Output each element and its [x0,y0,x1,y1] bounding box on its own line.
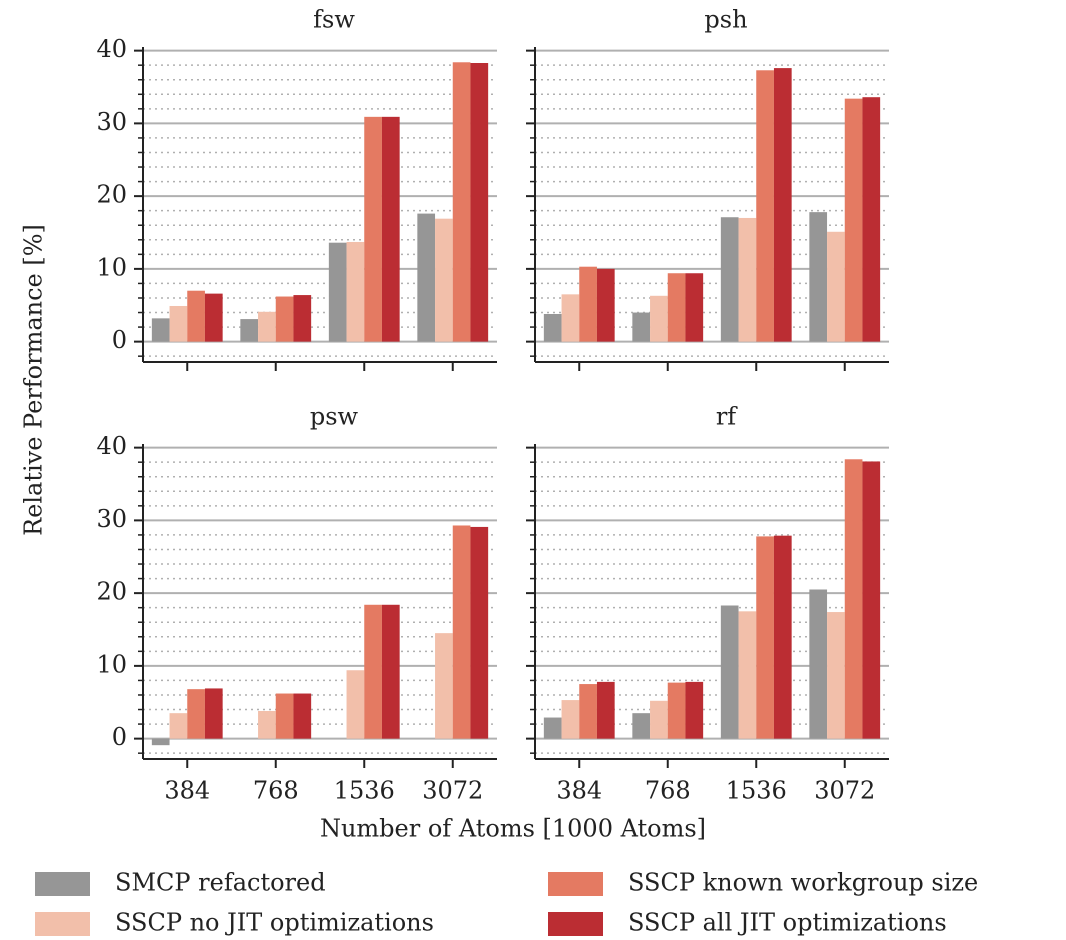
bar [773,68,792,342]
subplot-title: rf [716,403,738,431]
y-tick-label: 0 [112,723,127,751]
subplot: fsw 0 10 20 30 40 [96,6,497,371]
subplot: rf 384 768 1536 3072 [526,403,889,805]
bar [561,294,580,342]
subplot-title: psw [310,403,359,431]
bar [579,266,597,342]
bar [452,525,471,739]
bar [827,612,845,739]
bar [187,290,205,342]
bar [650,700,668,739]
bar [844,459,863,739]
bar [720,217,739,342]
y-tick-label: 0 [112,326,127,354]
bar [667,273,686,342]
legend-swatch [548,912,603,936]
y-tick-label: 40 [96,35,127,63]
bar [543,717,562,739]
bar [596,681,615,739]
bar [667,682,686,739]
bar [470,63,489,342]
bar [346,241,365,342]
subplot: psh [526,6,889,371]
legend-label: SMCP refactored [115,869,326,897]
bar [275,693,294,739]
bar [862,461,881,739]
x-tick-label: 1536 [726,777,787,805]
bar [685,273,704,342]
bar [596,268,615,342]
legend-swatch [548,872,603,896]
x-tick-label: 768 [253,777,299,805]
x-tick-label: 768 [645,777,691,805]
bar [470,526,489,739]
y-tick-label: 40 [96,432,127,460]
bar [258,710,276,739]
bar [773,535,792,739]
bar [151,738,170,746]
bar [328,242,347,342]
subplot-title: fsw [313,6,355,34]
bar [258,311,276,342]
bar [293,295,312,342]
subplot: psw 0 10 20 30 40 384 768 1536 3072 [96,403,497,805]
y-axis-label: Relative Performance [%] [20,224,48,536]
bar [364,604,382,739]
bar [579,684,597,739]
y-tick-label: 30 [96,108,127,136]
bar [151,318,170,342]
bar [417,213,436,342]
legend-swatch [35,872,90,896]
legend-label: SSCP known workgroup size [628,869,978,897]
bar [561,700,580,739]
bar [844,98,863,342]
bar [204,293,223,342]
bar [632,312,651,342]
bar [435,218,453,342]
y-tick-label: 20 [96,578,127,606]
bar [809,589,828,739]
bar [240,319,259,342]
bar [862,97,881,342]
bar [809,212,828,342]
x-tick-label: 1536 [334,777,395,805]
bar [364,116,382,342]
bar [204,688,223,739]
bar [756,70,774,342]
bar [756,536,774,739]
bar [650,295,668,342]
bar [169,305,188,342]
x-tick-label: 384 [556,777,602,805]
legend-label: SSCP all JIT optimizations [628,909,947,937]
bar [632,713,651,739]
y-tick-label: 20 [96,181,127,209]
bar [738,217,757,342]
bar [293,693,312,739]
bar [381,116,400,342]
bar [720,605,739,739]
x-tick-label: 3072 [814,777,875,805]
bar [738,611,757,739]
bar [187,689,205,739]
bar [381,604,400,739]
legend-swatch [35,912,90,936]
bar [169,713,188,739]
y-tick-label: 10 [96,253,127,281]
bar [685,681,704,739]
x-tick-label: 384 [164,777,210,805]
bar [827,231,845,342]
bar [543,313,562,342]
legend-label: SSCP no JIT optimizations [115,909,434,937]
y-tick-label: 10 [96,650,127,678]
bar [435,633,453,739]
y-tick-label: 30 [96,505,127,533]
bar [452,62,471,342]
x-axis-label: Number of Atoms [1000 Atoms] [320,815,706,843]
x-tick-label: 3072 [422,777,483,805]
bar [275,296,294,342]
subplot-title: psh [704,6,747,34]
bar [346,670,365,739]
